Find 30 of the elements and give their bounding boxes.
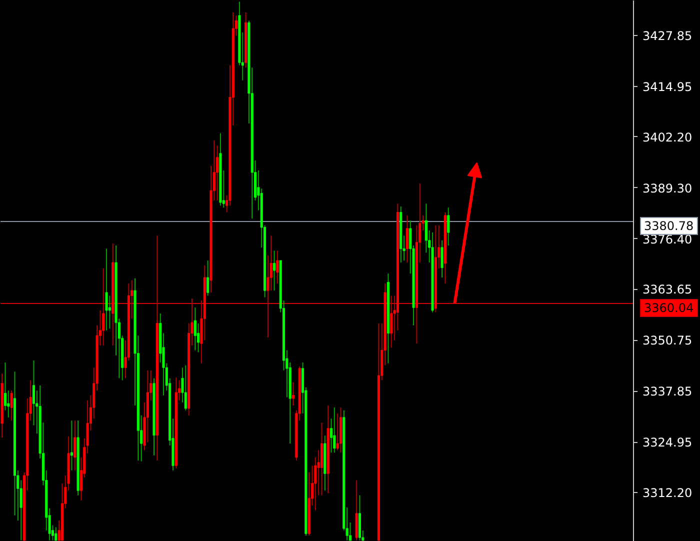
candlestick <box>292 382 295 406</box>
candlestick <box>102 268 105 346</box>
candlestick <box>74 420 76 471</box>
candlestick <box>10 390 13 422</box>
y-tick-label: 3312.20 <box>642 486 692 500</box>
candlestick <box>447 207 450 246</box>
candlestick <box>206 260 210 296</box>
y-tick-label: 3414.95 <box>642 80 692 94</box>
y-tick-label: 3402.20 <box>642 130 692 144</box>
candlestick <box>184 364 187 411</box>
candlestick <box>70 420 73 471</box>
candlestick <box>390 295 393 348</box>
ref-line-label: 3380.78 <box>644 218 694 234</box>
y-tick-label: 3363.65 <box>642 282 692 297</box>
y-tick-label: 3427.85 <box>642 28 692 43</box>
candlestick <box>272 250 276 292</box>
candlestick <box>194 307 196 351</box>
ref-line-label: 3360.04 <box>644 300 694 316</box>
y-tick-label: 3389.30 <box>642 181 692 196</box>
y-tick-label: 3337.85 <box>642 384 692 399</box>
candlestick <box>406 214 408 264</box>
candlestick <box>333 407 336 454</box>
candlestick <box>276 250 279 284</box>
candlestick <box>105 248 108 331</box>
y-tick-label: 3350.75 <box>642 334 692 348</box>
candlestick <box>54 526 58 541</box>
candlestick <box>108 295 111 329</box>
candlestick <box>440 240 444 278</box>
y-tick-label: 3324.95 <box>642 436 692 450</box>
y-tick-label: 3376.40 <box>642 232 692 246</box>
